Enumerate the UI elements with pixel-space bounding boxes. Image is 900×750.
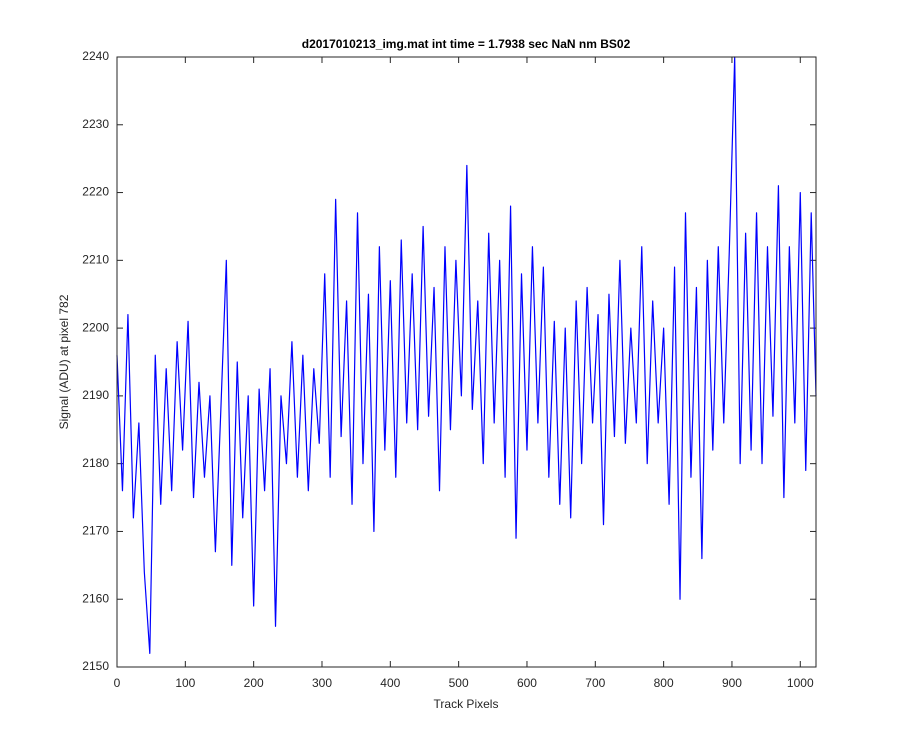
x-tick-label: 600 — [517, 676, 537, 690]
y-tick-label: 2170 — [82, 524, 109, 538]
y-tick-label: 2230 — [82, 117, 109, 131]
plot-frame — [116, 56, 817, 668]
x-tick-label: 500 — [449, 676, 469, 690]
x-tick-label: 400 — [380, 676, 400, 690]
chart-title: d2017010213_img.mat int time = 1.7938 se… — [302, 37, 631, 51]
x-tick-label: 700 — [585, 676, 605, 690]
x-tick-label: 100 — [175, 676, 195, 690]
y-tick-label: 2160 — [82, 591, 109, 605]
y-tick-label: 2220 — [82, 185, 109, 199]
y-tick-label: 2180 — [82, 456, 109, 470]
x-tick-label: 200 — [244, 676, 264, 690]
x-tick-label: 300 — [312, 676, 332, 690]
y-tick-label: 2210 — [82, 253, 109, 267]
x-tick-label: 900 — [722, 676, 742, 690]
y-tick-label: 2150 — [82, 659, 109, 673]
x-tick-label: 800 — [654, 676, 674, 690]
x-tick-label: 1000 — [787, 676, 814, 690]
y-tick-label: 2200 — [82, 320, 109, 334]
x-axis-label: Track Pixels — [434, 697, 499, 711]
x-tick-label: 0 — [114, 676, 121, 690]
y-tick-label: 2190 — [82, 388, 109, 402]
data-line — [116, 56, 817, 655]
y-tick-label: 2240 — [82, 49, 109, 63]
y-axis-label: Signal (ADU) at pixel 782 — [57, 294, 71, 429]
